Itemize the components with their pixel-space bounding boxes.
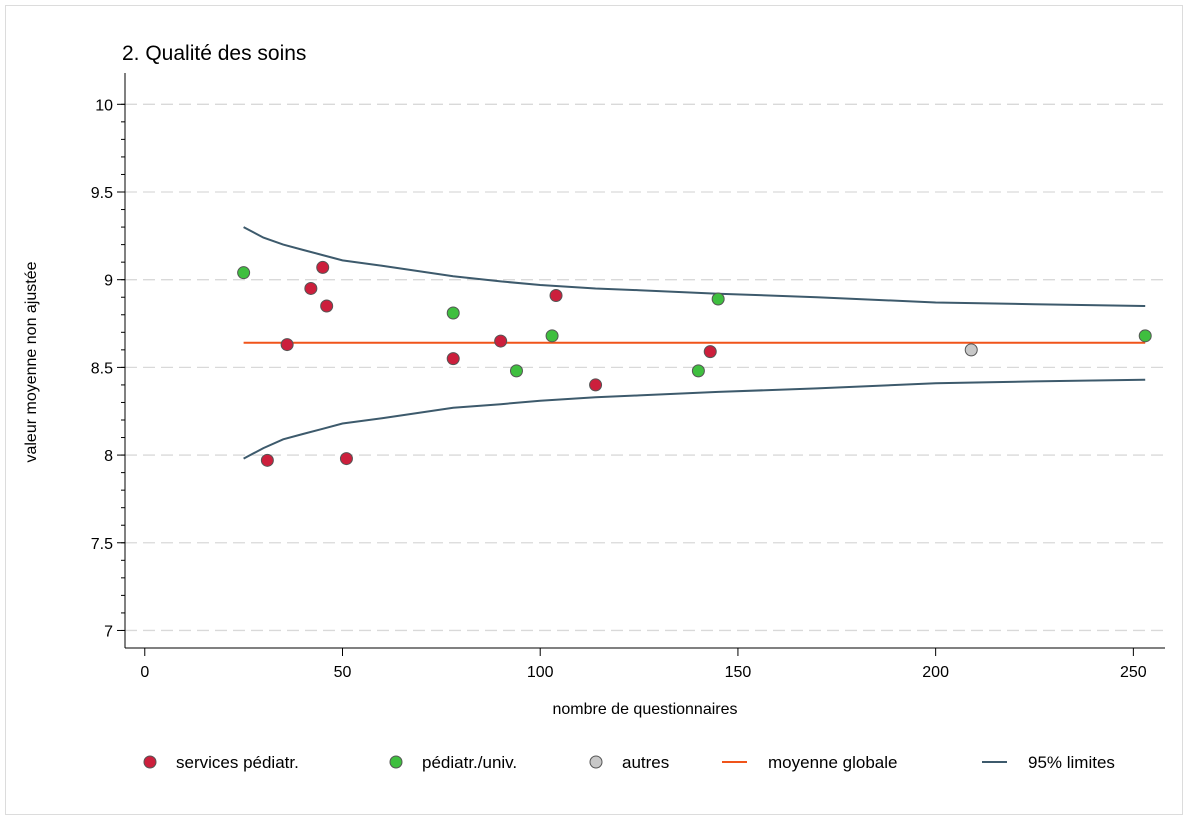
data-point-pediatr_univ xyxy=(1138,329,1152,343)
legend-label: services pédiatr. xyxy=(176,753,299,772)
legend-label: 95% limites xyxy=(1028,753,1115,772)
limit-line xyxy=(243,378,1146,460)
legend-marker xyxy=(389,755,403,769)
legend-label: autres xyxy=(622,753,669,772)
data-point-pediatr_univ xyxy=(691,364,705,378)
x-tick-label: 100 xyxy=(527,664,554,681)
x-tick-label: 0 xyxy=(140,664,149,681)
y-axis-label: valeur moyenne non ajustée xyxy=(23,261,40,462)
chart-title: 2. Qualité des soins xyxy=(122,42,306,65)
x-tick-label: 200 xyxy=(922,664,949,681)
y-tick-label: 10 xyxy=(95,97,113,114)
y-tick-label: 7.5 xyxy=(91,536,113,553)
legend: services pédiatr. pédiatr./univ. autres moy… xyxy=(143,753,1115,772)
data-point-services xyxy=(320,299,334,313)
data-point-services xyxy=(589,378,603,392)
data-point-services xyxy=(446,352,460,366)
data-point-services xyxy=(549,288,563,302)
data-point-autres xyxy=(964,343,978,357)
data-point-pediatr_univ xyxy=(711,292,725,306)
y-tick-label: 8 xyxy=(104,448,113,465)
legend-marker xyxy=(589,755,603,769)
grid-layer xyxy=(125,103,1165,632)
y-tick-label: 7 xyxy=(104,623,113,640)
limit-line xyxy=(243,226,1146,307)
data-point-services xyxy=(703,345,717,359)
data-point-services xyxy=(494,334,508,348)
legend-marker xyxy=(143,755,157,769)
data-point-services xyxy=(316,260,330,274)
x-tick-label: 150 xyxy=(725,664,752,681)
data-point-pediatr_univ xyxy=(545,329,559,343)
data-point-services xyxy=(280,338,294,352)
chart-frame xyxy=(5,5,1183,815)
y-tick-label: 9.5 xyxy=(91,185,113,202)
series-layer xyxy=(237,226,1152,467)
data-point-services xyxy=(339,452,353,466)
legend-label: pédiatr./univ. xyxy=(422,753,517,772)
y-tick-label: 8.5 xyxy=(91,360,113,377)
data-point-pediatr_univ xyxy=(446,306,460,320)
data-point-pediatr_univ xyxy=(509,364,523,378)
x-tick-label: 50 xyxy=(334,664,352,681)
x-axis-label: nombre de questionnaires xyxy=(552,701,737,718)
x-tick-label: 250 xyxy=(1120,664,1147,681)
data-point-pediatr_univ xyxy=(237,266,251,280)
data-point-services xyxy=(260,453,274,467)
legend-label: moyenne globale xyxy=(768,753,897,772)
data-point-services xyxy=(304,281,318,295)
y-tick-label: 9 xyxy=(104,273,113,290)
